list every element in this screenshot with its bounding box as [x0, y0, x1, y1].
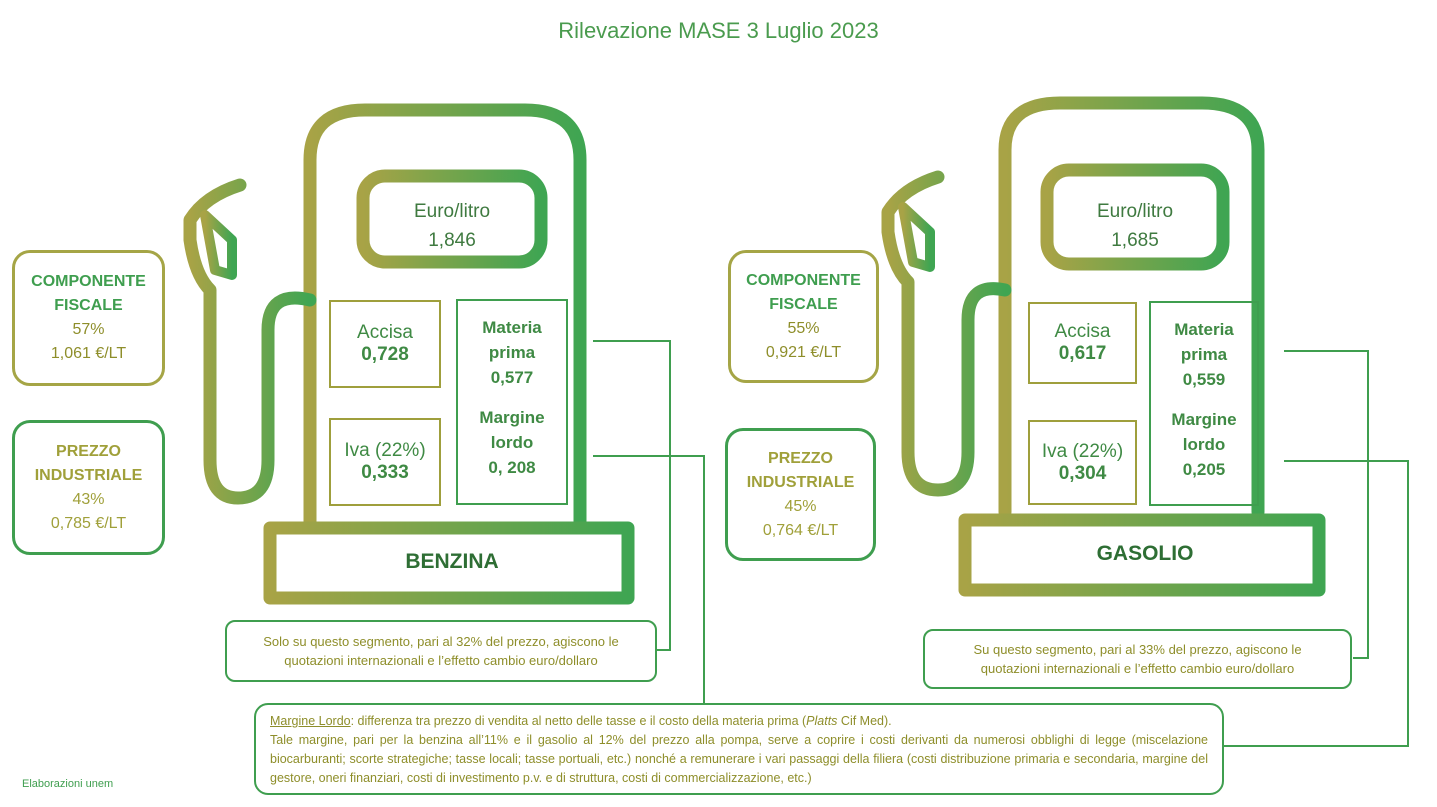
industrial-price-box-gasolio: PREZZO INDUSTRIALE 45% 0,764 €/LT — [725, 428, 876, 561]
industrial-cell-gasolio: Materia prima 0,559 Margine lordo 0,205 — [1149, 301, 1259, 506]
connector-margine-right — [1224, 460, 1409, 747]
industrial-label-2: INDUSTRIALE — [34, 466, 143, 484]
materia-label-2: prima — [1180, 345, 1228, 364]
materia-value: 0,577 — [490, 368, 534, 387]
margine-value: 0, 208 — [488, 458, 536, 477]
industrial-pct: 45% — [784, 497, 817, 515]
materia-label-2: prima — [488, 343, 536, 362]
industrial-value: 0,764 €/LT — [762, 521, 839, 539]
margin-def-a: : differenza tra prezzo di vendita al ne… — [350, 714, 807, 728]
materia-label-1: Materia — [482, 318, 542, 337]
fiscal-label-2: FISCALE — [769, 295, 838, 313]
margin-def-italic: Platts — [806, 714, 838, 728]
accisa-label: Accisa — [1054, 321, 1111, 342]
pump-body-outline — [303, 103, 587, 532]
margine-label-2: lordo — [490, 433, 534, 452]
accisa-label: Accisa — [357, 322, 413, 343]
industrial-label-1: PREZZO — [56, 442, 121, 460]
materia-value: 0,559 — [1182, 370, 1226, 389]
note-line-1: Su questo segmento, pari al 33% del prez… — [973, 642, 1302, 657]
pump-display-outline-right — [1040, 163, 1230, 271]
industrial-value: 0,785 €/LT — [50, 514, 127, 532]
fiscal-pct: 55% — [787, 319, 820, 337]
accisa-cell-benzina: Accisa 0,728 — [329, 300, 441, 388]
margin-body: Tale margine, pari per la benzina all’11… — [270, 733, 1208, 785]
fiscal-value: 1,061 €/LT — [50, 345, 127, 362]
margin-term: Margine Lordo — [270, 714, 351, 728]
price-label: Euro/litro — [413, 201, 491, 222]
iva-label: Iva (22%) — [1041, 440, 1124, 462]
pump-base-outline — [263, 521, 635, 605]
fiscal-pct: 57% — [72, 321, 105, 338]
margine-label-2: lordo — [1182, 435, 1226, 454]
price-display-benzina: Euro/litro 1,846 — [363, 197, 541, 255]
connector-margine-left — [593, 455, 705, 704]
industrial-label-2: INDUSTRIALE — [746, 473, 855, 491]
iva-label: Iva (22%) — [344, 440, 426, 461]
pump-hose — [183, 178, 317, 505]
footer-credit: Elaborazioni unem — [22, 778, 114, 790]
fiscal-component-box-benzina: COMPONENTE FISCALE 57% 1,061 €/LT — [12, 250, 165, 386]
fuel-name-benzina: BENZINA — [405, 550, 499, 573]
accisa-value: 0,617 — [1058, 343, 1107, 364]
industrial-price-box-benzina: PREZZO INDUSTRIALE 43% 0,785 €/LT — [12, 420, 165, 555]
price-value: 1,846 — [428, 230, 476, 251]
pump-body-outline-right — [998, 96, 1265, 519]
pump-base-outline-right — [958, 513, 1326, 597]
fiscal-label-1: COMPONENTE — [31, 273, 146, 290]
fiscal-label-2: FISCALE — [54, 297, 123, 314]
note-line-1: Solo su questo segmento, pari al 32% del… — [263, 634, 619, 649]
international-note-benzina: Solo su questo segmento, pari al 32% del… — [225, 620, 657, 682]
price-label: Euro/litro — [1096, 201, 1174, 222]
connector-materia-left — [593, 340, 671, 651]
pump-display-outline — [356, 169, 548, 269]
fuel-name-gasolio: GASOLIO — [1096, 542, 1194, 565]
margin-definition: Margine Lordo: differenza tra prezzo di … — [270, 712, 1208, 731]
industrial-label-1: PREZZO — [768, 449, 833, 467]
price-display-gasolio: Euro/litro 1,685 — [1047, 197, 1223, 255]
iva-cell-gasolio: Iva (22%) 0,304 — [1028, 420, 1137, 505]
accisa-cell-gasolio: Accisa 0,617 — [1028, 302, 1137, 384]
materia-label-1: Materia — [1174, 320, 1234, 339]
accisa-value: 0,728 — [361, 344, 409, 365]
note-line-2: quotazioni internazionali e l’effetto ca… — [980, 661, 1295, 676]
margine-value: 0,205 — [1182, 460, 1226, 479]
price-value: 1,685 — [1111, 230, 1159, 251]
fiscal-component-box-gasolio: COMPONENTE FISCALE 55% 0,921 €/LT — [728, 250, 879, 383]
margine-label-1: Margine — [479, 408, 545, 427]
industrial-pct: 43% — [72, 490, 105, 508]
margin-definition-note: Margine Lordo: differenza tra prezzo di … — [254, 703, 1224, 795]
iva-cell-benzina: Iva (22%) 0,333 — [329, 418, 441, 506]
note-line-2: quotazioni internazionali e l’effetto ca… — [284, 653, 598, 668]
international-note-gasolio: Su questo segmento, pari al 33% del prez… — [923, 629, 1352, 689]
fiscal-label-1: COMPONENTE — [746, 271, 861, 289]
margine-label-1: Margine — [1171, 410, 1237, 429]
iva-value: 0,304 — [1058, 462, 1107, 484]
page-title: Rilevazione MASE 3 Luglio 2023 — [558, 18, 879, 43]
pump-hose-right — [881, 170, 1012, 497]
iva-value: 0,333 — [361, 462, 409, 483]
fiscal-value: 0,921 €/LT — [765, 343, 842, 361]
margin-def-b: Cif Med). — [837, 714, 892, 728]
connector-materia-right — [1284, 350, 1369, 659]
industrial-cell-benzina: Materia prima 0,577 Margine lordo 0, 208 — [456, 299, 568, 505]
